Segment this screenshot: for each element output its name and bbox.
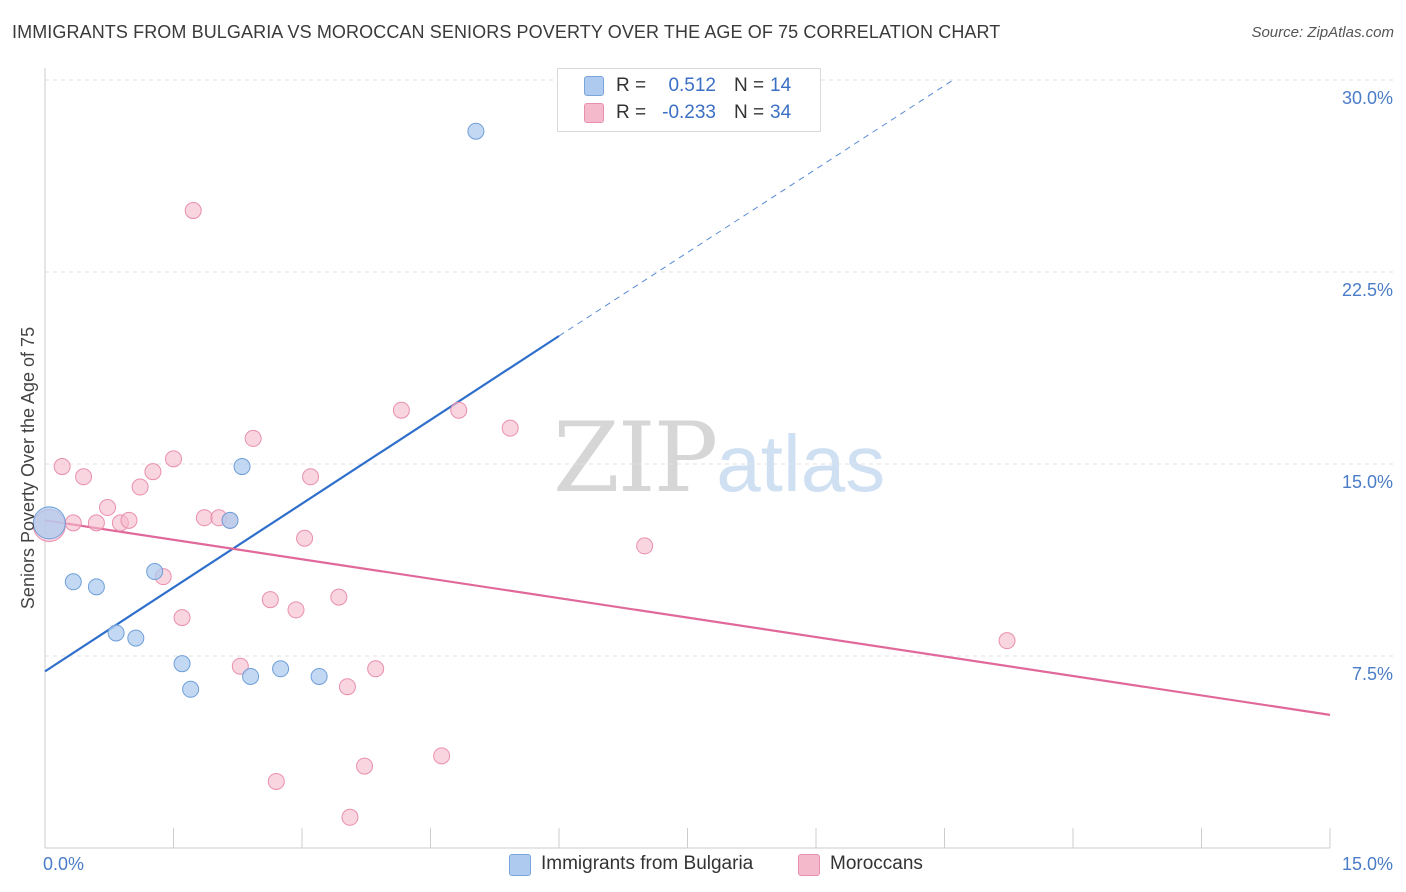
x-tick-label: 0.0% xyxy=(43,854,84,874)
data-point-bulgaria xyxy=(242,667,260,685)
data-point-bulgaria xyxy=(182,680,200,698)
trend-line-extension xyxy=(558,79,954,337)
legend-n-value: 14 xyxy=(770,75,792,96)
data-point-moroccans xyxy=(296,529,314,547)
legend-n-value: 34 xyxy=(770,102,792,123)
trend-line-moroccans xyxy=(44,519,1331,716)
y-tick-label: 15.0% xyxy=(1342,472,1393,492)
axes xyxy=(44,68,1331,849)
y-tick-label: 30.0% xyxy=(1342,88,1393,108)
data-point-bulgaria xyxy=(64,573,82,591)
y-axis-title: Seniors Poverty Over the Age of 75 xyxy=(18,327,38,609)
data-point-moroccans xyxy=(338,678,356,696)
chart-title: IMMIGRANTS FROM BULGARIA VS MOROCCAN SEN… xyxy=(12,22,1001,42)
legend-n-label: N = xyxy=(734,75,765,96)
data-point-moroccans xyxy=(231,657,249,675)
data-point-moroccans xyxy=(450,401,468,419)
series-label-bulgaria: Immigrants from Bulgaria xyxy=(541,853,754,874)
data-point-moroccans xyxy=(144,463,162,481)
series-swatch-moroccans xyxy=(798,854,820,876)
legend-row-moroccans: R = -0.233 N = 34 xyxy=(558,100,820,126)
trend-lines xyxy=(44,79,1331,716)
data-point-moroccans xyxy=(120,511,138,529)
y-tick-label: 22.5% xyxy=(1342,280,1393,300)
data-point-moroccans xyxy=(99,499,117,517)
data-point-moroccans xyxy=(87,514,105,532)
y-tick-label: 7.5% xyxy=(1352,664,1393,684)
legend-swatch-moroccans xyxy=(584,103,604,123)
data-point-moroccans xyxy=(501,419,519,437)
series-legend: Immigrants from Bulgaria Moroccans xyxy=(0,852,1406,878)
data-point-moroccans xyxy=(392,401,410,419)
data-point-moroccans xyxy=(173,609,191,627)
data-point-moroccans xyxy=(131,478,149,496)
data-point-moroccans xyxy=(75,468,93,486)
legend-r-value: 0.512 xyxy=(668,75,716,96)
data-point-bulgaria xyxy=(146,563,164,581)
series-label-moroccans: Moroccans xyxy=(830,853,923,874)
data-point-bulgaria xyxy=(310,667,328,685)
data-point-moroccans xyxy=(302,468,320,486)
legend-r-label: R = xyxy=(616,75,647,96)
legend-n-label: N = xyxy=(734,102,765,123)
series-swatch-bulgaria xyxy=(509,854,531,876)
data-point-bulgaria xyxy=(221,511,239,529)
legend-r-value: -0.233 xyxy=(662,102,716,123)
data-point-bulgaria xyxy=(107,624,125,642)
data-point-moroccans xyxy=(636,537,654,555)
data-point-moroccans xyxy=(261,591,279,609)
data-point-moroccans xyxy=(165,450,182,468)
data-point-moroccans xyxy=(244,429,262,447)
data-point-moroccans xyxy=(433,747,451,765)
data-point-moroccans xyxy=(356,757,374,775)
trend-line-bulgaria xyxy=(44,335,560,673)
data-point-moroccans xyxy=(330,588,348,606)
data-point-bulgaria xyxy=(467,122,485,140)
data-point-moroccans xyxy=(998,632,1016,650)
correlation-legend: R = 0.512 N = 14 R = -0.233 N = 34 xyxy=(557,68,821,132)
data-point-bulgaria xyxy=(272,660,290,678)
grid-lines xyxy=(45,79,1393,657)
legend-row-bulgaria: R = 0.512 N = 14 xyxy=(558,73,820,99)
data-point-moroccans xyxy=(184,202,202,220)
data-point-moroccans xyxy=(287,601,305,619)
data-point-moroccans xyxy=(341,808,359,826)
data-point-bulgaria xyxy=(127,629,145,647)
data-point-bulgaria xyxy=(87,578,105,596)
data-point-moroccans xyxy=(53,458,71,476)
data-point-bulgaria xyxy=(32,506,66,540)
source-label: Source: ZipAtlas.com xyxy=(1251,24,1394,41)
x-tick-label: 15.0% xyxy=(1342,854,1393,874)
legend-swatch-bulgaria xyxy=(584,76,604,96)
axis-labels: 7.5% 15.0% 22.5% 30.0% 0.0% 15.0% Seniors Pove… xyxy=(18,88,1393,874)
data-point-moroccans xyxy=(64,514,82,532)
data-point-bulgaria xyxy=(233,458,251,476)
data-point-moroccans xyxy=(367,660,385,678)
legend-r-label: R = xyxy=(616,102,647,123)
data-points xyxy=(32,122,1016,826)
data-point-moroccans xyxy=(267,772,285,790)
data-point-moroccans xyxy=(195,509,213,527)
data-point-bulgaria xyxy=(173,655,191,673)
